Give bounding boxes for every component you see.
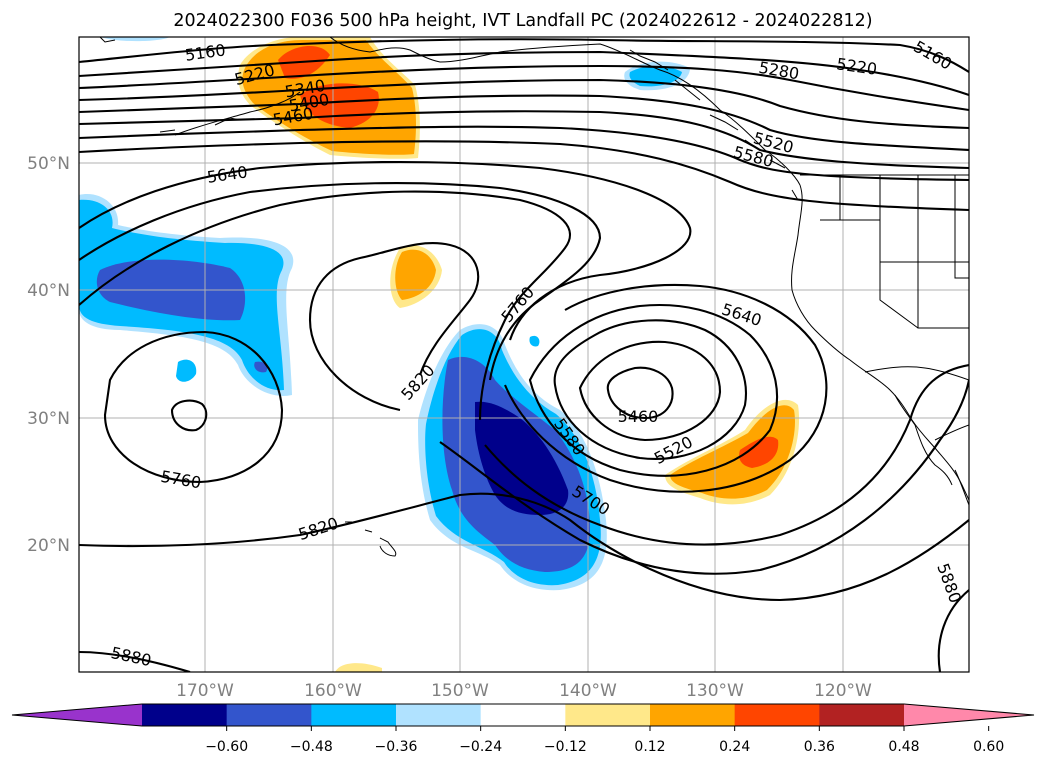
coast-alaska-north <box>329 37 801 186</box>
colorbar-tick-label: −0.48 <box>290 739 333 755</box>
colorbar-tick-label: 0.36 <box>804 739 835 755</box>
latitude-labels: 50°N 40°N 30°N 20°N <box>27 154 70 556</box>
ivt-shade-top-light <box>100 37 170 42</box>
border-us-mexico <box>864 366 969 381</box>
state-borders <box>820 175 969 329</box>
ivt-shade-south-yellow <box>335 663 382 672</box>
lon-label: 170°W <box>176 681 234 701</box>
contour-5520-ring <box>553 319 747 460</box>
colorbar-tick-label: 0.24 <box>719 739 750 755</box>
contour-5160 <box>79 38 969 73</box>
height-contours <box>79 38 969 672</box>
colorbar-tick-label: −0.36 <box>375 739 418 755</box>
colorbar-segment <box>311 704 397 726</box>
lat-label: 30°N <box>27 409 70 429</box>
coast-hawaii <box>345 521 397 557</box>
contour-5820-mid <box>308 242 480 412</box>
colorbar-tick-label: 0.60 <box>973 739 1004 755</box>
contour-5280 <box>79 64 969 112</box>
colorbar-segment <box>734 704 820 726</box>
longitude-labels: 170°W 160°W 150°W 140°W 130°W 120°W <box>176 681 872 701</box>
ivt-shade-west-blue2 <box>254 361 268 373</box>
figure-title: 2024022300 F036 500 hPa height, IVT Land… <box>173 11 872 31</box>
lon-label: 150°W <box>431 681 489 701</box>
colorbar-segment <box>819 704 905 726</box>
lon-label: 120°W <box>814 681 872 701</box>
contour-5880-sw <box>79 650 191 672</box>
contour-5760-ring <box>103 330 284 484</box>
contour-5400-ring <box>606 366 674 420</box>
colorbar-outline <box>11 703 1035 727</box>
colorbar-segment <box>142 704 228 726</box>
lat-label: 50°N <box>27 154 70 174</box>
lon-label: 140°W <box>559 681 617 701</box>
contour-5460 <box>79 110 969 170</box>
colorbar-tick-label: 0.12 <box>634 739 665 755</box>
contour-5340 <box>79 78 969 130</box>
ivt-shade-mid-orange <box>395 249 436 300</box>
colorbar-extend-max <box>904 704 1034 726</box>
colorbar: −0.60 −0.48 −0.36 −0.24 −0.12 0.12 0.24 0.36 0.4… <box>11 703 1035 755</box>
lon-label: 160°W <box>304 681 362 701</box>
contour-5400 <box>79 94 969 152</box>
colorbar-tick-label: −0.60 <box>205 739 248 755</box>
colorbar-tick-label: 0.48 <box>888 739 919 755</box>
ivt-shade-west-cyan2 <box>176 359 197 382</box>
contour-5460-ring <box>578 340 722 442</box>
colorbar-segment <box>396 704 482 726</box>
colorbar-segment <box>226 704 312 726</box>
contour-5520 <box>79 125 969 182</box>
coast-mexico <box>934 424 969 506</box>
contour-5880-se <box>937 589 969 672</box>
colorbar-segment <box>565 704 651 726</box>
ivt-shade-central-cyan3 <box>529 335 540 347</box>
contour-5640 <box>79 160 692 341</box>
colorbar-segment <box>480 704 566 726</box>
colorbar-segment <box>650 704 736 726</box>
colorbar-extend-min <box>12 704 142 726</box>
contour-5820-inner <box>170 399 208 432</box>
lat-label: 40°N <box>27 281 70 301</box>
lon-label: 130°W <box>686 681 744 701</box>
ivt-shade-central-navy <box>475 401 569 515</box>
coastlines <box>99 37 969 557</box>
contour-5580-ring <box>528 303 778 477</box>
map-area: 5160 5220 5340 5400 5460 5640 5760 5820 … <box>79 37 969 672</box>
contour-5760-west <box>79 190 571 421</box>
contour-5640-ring <box>504 283 828 493</box>
contour-5700-south <box>484 363 969 546</box>
coast-west-us <box>791 184 969 501</box>
contour-5700 <box>79 182 602 381</box>
colorbar-tick-label: −0.12 <box>544 739 587 755</box>
contour-5220 <box>79 50 969 96</box>
ivt-shade-east-red <box>739 436 779 468</box>
colorbar-tick-label: −0.24 <box>459 739 502 755</box>
lat-label: 20°N <box>27 536 70 556</box>
contour-5760-south <box>439 379 969 575</box>
map-frame <box>78 36 970 673</box>
contour-label: 5460 <box>618 407 659 426</box>
contour-5580 <box>79 140 969 212</box>
contour-5820-south <box>79 492 969 602</box>
coast-baja <box>894 394 953 486</box>
coast-kamchatka-tip <box>99 37 116 43</box>
